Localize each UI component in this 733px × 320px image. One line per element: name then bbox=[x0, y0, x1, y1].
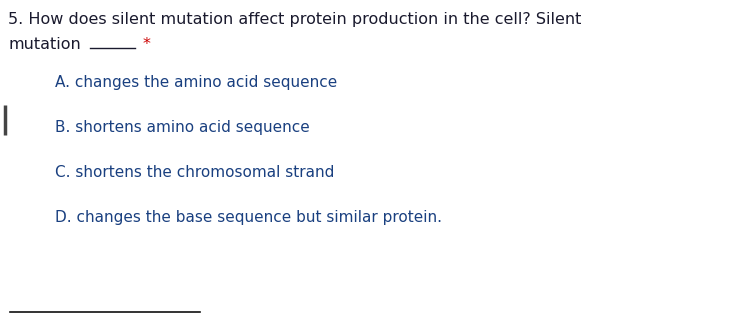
Text: A. changes the amino acid sequence: A. changes the amino acid sequence bbox=[55, 75, 337, 90]
Text: _____: _____ bbox=[90, 37, 130, 52]
Text: 5. How does silent mutation affect protein production in the cell? Silent: 5. How does silent mutation affect prote… bbox=[8, 12, 581, 27]
Text: B. shortens amino acid sequence: B. shortens amino acid sequence bbox=[55, 120, 310, 135]
Text: C. shortens the chromosomal strand: C. shortens the chromosomal strand bbox=[55, 165, 334, 180]
Text: mutation: mutation bbox=[8, 37, 81, 52]
Text: *: * bbox=[143, 37, 151, 52]
Text: D. changes the base sequence but similar protein.: D. changes the base sequence but similar… bbox=[55, 210, 442, 225]
